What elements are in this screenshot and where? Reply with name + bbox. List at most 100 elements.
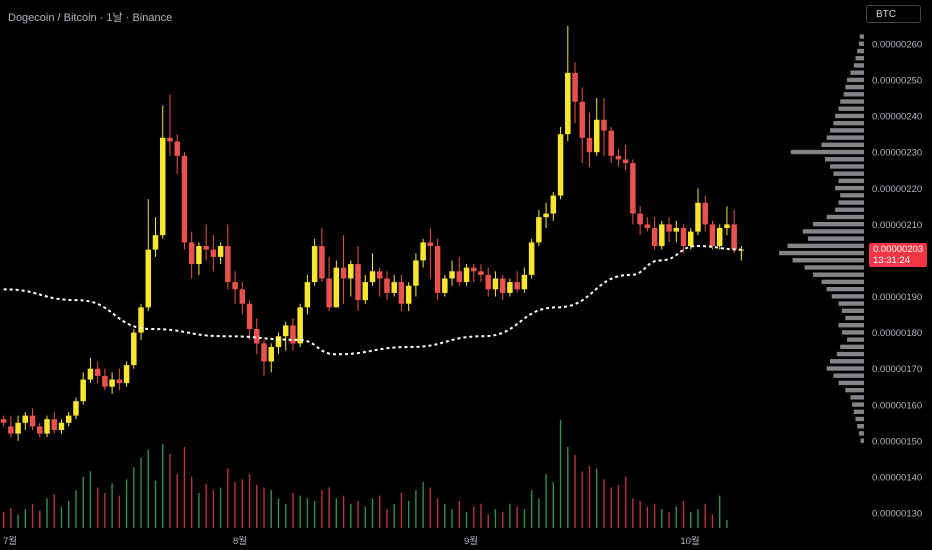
- volume-profile-bar: [822, 143, 865, 147]
- candle-body: [529, 242, 534, 274]
- volume-bar: [365, 506, 366, 528]
- candle-body: [109, 380, 114, 387]
- price-axis-label: 0.00000220: [872, 184, 922, 195]
- candle-body: [95, 369, 100, 376]
- volume-bar: [408, 501, 409, 528]
- candle-body: [167, 138, 172, 142]
- candle-body: [196, 246, 201, 264]
- volume-bar: [46, 498, 47, 528]
- volume-profile-bar: [827, 366, 864, 370]
- volume-profile-bar: [837, 352, 864, 356]
- candle-body: [240, 289, 245, 303]
- volume-profile-bar: [840, 193, 864, 197]
- volume-bar: [263, 488, 264, 529]
- volume-bar: [393, 504, 394, 528]
- volume-bar: [328, 488, 329, 529]
- volume-bar: [213, 490, 214, 528]
- volume-bar: [560, 420, 561, 528]
- volume-bar: [516, 506, 517, 528]
- volume-profile-bar: [779, 251, 864, 255]
- volume-profile-bar: [840, 99, 864, 103]
- volume-profile-bar: [825, 157, 864, 161]
- volume-bar: [249, 474, 250, 528]
- price-axis-label: 0.00000180: [872, 328, 922, 339]
- volume-bar: [61, 506, 62, 528]
- volume-bar: [603, 479, 604, 528]
- volume-profile-bar: [839, 200, 865, 204]
- candle-body: [218, 246, 223, 257]
- candle-body: [565, 73, 570, 134]
- volume-bar: [690, 512, 691, 528]
- candle-body: [211, 250, 216, 257]
- volume-profile-bar: [827, 135, 864, 139]
- candle-body: [1, 419, 6, 423]
- volume-bar: [632, 498, 633, 528]
- candle-body: [80, 380, 85, 402]
- candle-body: [319, 246, 324, 278]
- volume-bar: [661, 509, 662, 528]
- volume-bar: [625, 477, 626, 528]
- volume-bar: [205, 483, 206, 528]
- candle-body: [268, 347, 273, 361]
- candle-body: [30, 416, 35, 427]
- volume-bar: [3, 512, 4, 528]
- candle-body: [276, 336, 281, 347]
- candle-body: [413, 260, 418, 285]
- volume-bar: [54, 494, 55, 528]
- volume-bar: [307, 498, 308, 528]
- candle-body: [66, 416, 71, 423]
- volume-bar: [191, 477, 192, 528]
- volume-bar: [32, 504, 33, 528]
- volume-bar: [610, 488, 611, 529]
- candle-body: [543, 214, 548, 218]
- candle-body: [73, 401, 78, 415]
- candle-body: [37, 426, 42, 433]
- candle-body: [283, 325, 288, 336]
- candle-body: [471, 268, 476, 272]
- candle-body: [131, 333, 136, 365]
- volume-bar: [466, 512, 467, 528]
- candle-body: [146, 250, 151, 308]
- candle-body: [659, 224, 664, 246]
- volume-bar: [567, 447, 568, 528]
- candle-body: [717, 228, 722, 246]
- candle-body: [23, 416, 28, 423]
- volume-bar: [668, 512, 669, 528]
- volume-profile-bar: [845, 85, 864, 89]
- price-axis-label: 0.00000230: [872, 148, 922, 159]
- volume-bar: [242, 479, 243, 528]
- candle-body: [507, 282, 512, 293]
- candle-body: [391, 282, 396, 293]
- volume-bar: [459, 501, 460, 528]
- candle-body: [420, 242, 425, 260]
- price-axis-label: 0.00000150: [872, 436, 922, 447]
- candle-body: [442, 279, 447, 293]
- volume-bar: [386, 509, 387, 528]
- candle-body: [500, 279, 505, 293]
- volume-bar: [538, 498, 539, 528]
- volume-bar: [220, 488, 221, 529]
- volume-bar: [509, 504, 510, 528]
- volume-bar: [712, 515, 713, 529]
- volume-bar: [271, 490, 272, 528]
- volume-profile-bar: [793, 258, 864, 262]
- volume-profile-bar: [791, 150, 864, 154]
- candle-body: [312, 246, 317, 282]
- candle-body: [652, 228, 657, 246]
- volume-bar: [169, 454, 170, 528]
- volume-bar: [531, 490, 532, 528]
- candle-body: [478, 271, 483, 275]
- candle-body: [645, 224, 650, 228]
- volume-profile-bar: [856, 56, 865, 60]
- candle-body: [731, 224, 736, 249]
- last-price-value: 0.00000203: [873, 244, 927, 255]
- candle-body: [428, 242, 433, 246]
- candle-body: [702, 203, 707, 225]
- volume-profile-bar: [827, 215, 864, 219]
- volume-bar: [234, 482, 235, 528]
- candle-body: [88, 369, 93, 380]
- volume-profile-bar: [808, 236, 864, 240]
- volume-bar: [111, 483, 112, 528]
- volume-bar: [618, 485, 619, 528]
